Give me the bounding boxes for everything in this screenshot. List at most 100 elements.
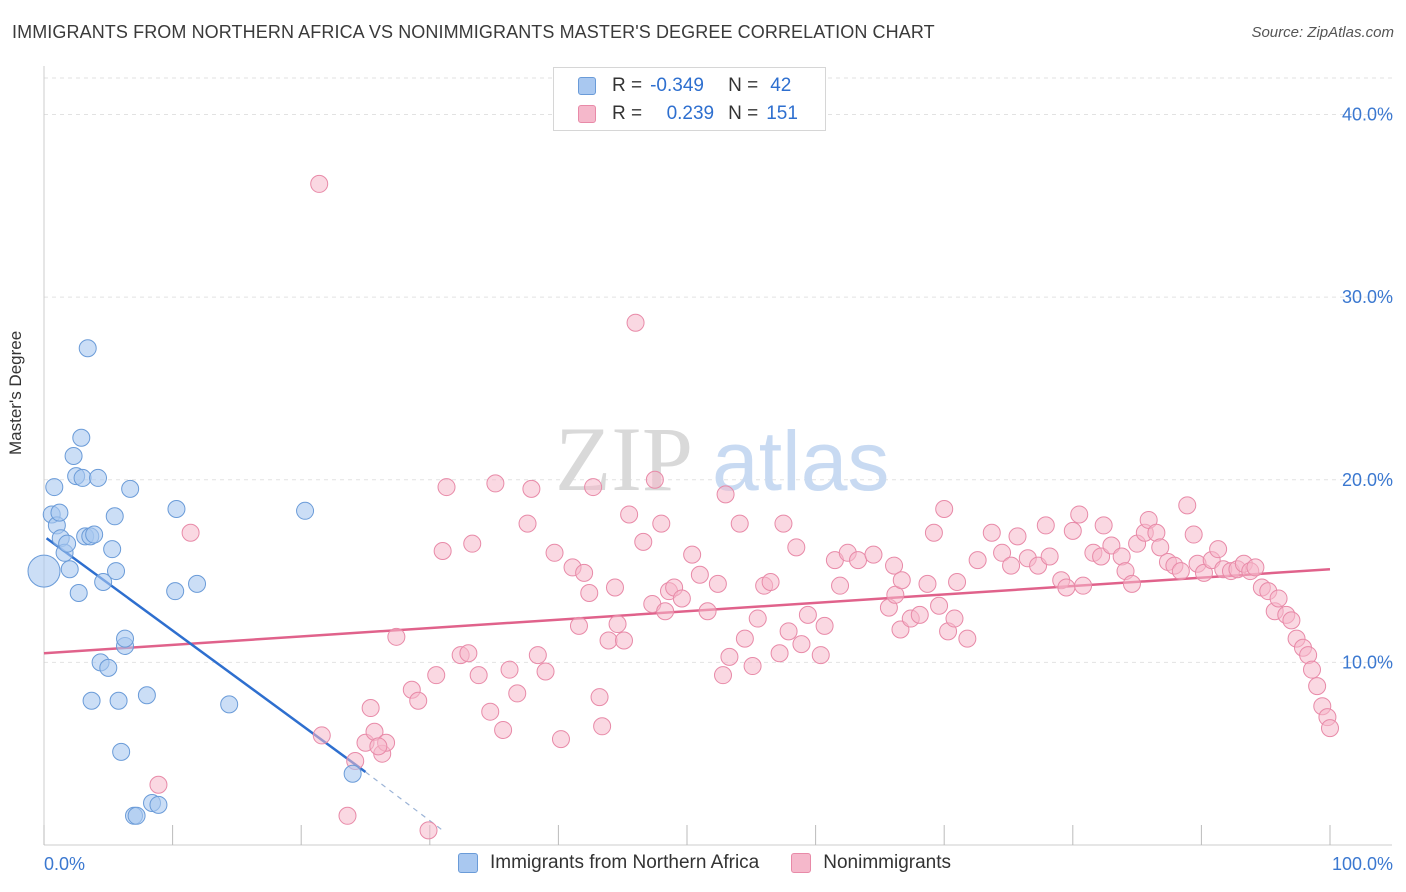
nonimmigrants-point xyxy=(419,821,438,840)
nonimmigrants-point xyxy=(1246,558,1265,577)
y-tick-label: 20.0% xyxy=(1342,470,1393,490)
nonimmigrants-point xyxy=(945,609,964,628)
nonimmigrants-point xyxy=(181,523,200,542)
nonimmigrants-point xyxy=(748,609,767,628)
nonimmigrants-point xyxy=(811,646,830,665)
immigrants-point xyxy=(89,468,108,487)
legend-row-immigrants: R = -0.349 N = 42 xyxy=(578,74,791,98)
nonimmigrants-point xyxy=(656,602,675,621)
nonimmigrants-point xyxy=(427,666,446,685)
nonimmigrants-point xyxy=(486,474,505,493)
immigrants-point xyxy=(220,695,239,714)
immigrants-point xyxy=(109,691,128,710)
nonimmigrants-point xyxy=(545,543,564,562)
nonimmigrants-point xyxy=(437,478,456,497)
nonimmigrants-point xyxy=(885,556,904,575)
nonimmigrants-point xyxy=(1269,589,1288,608)
nonimmigrants-point xyxy=(469,666,488,685)
nonimmigrants-point xyxy=(575,563,594,582)
immigrants-point xyxy=(105,507,124,526)
y-tick-label: 40.0% xyxy=(1342,105,1393,125)
nonimmigrants-point xyxy=(708,574,727,593)
legend-n-value: 151 xyxy=(766,103,798,124)
legend-n-label: N = xyxy=(728,103,759,124)
nonimmigrants-point xyxy=(1008,527,1027,546)
nonimmigrants-point xyxy=(910,605,929,624)
immigrants-point xyxy=(121,479,140,498)
x-tick-label: 100.0% xyxy=(1332,854,1393,874)
nonimmigrants-point xyxy=(149,775,168,794)
nonimmigrants-point xyxy=(730,514,749,533)
series-legend-item-nonimmigrants: Nonimmigrants xyxy=(791,852,951,874)
immigrants-point xyxy=(127,806,146,825)
nonimmigrants-point xyxy=(1209,540,1228,559)
nonimmigrants-point xyxy=(968,551,987,570)
nonimmigrants-point xyxy=(1094,516,1113,535)
nonimmigrants-point xyxy=(626,313,645,332)
nonimmigrants-point xyxy=(459,644,478,663)
immigrants-points xyxy=(27,339,362,825)
nonimmigrants-point xyxy=(580,583,599,602)
immigrants-point xyxy=(149,795,168,814)
nonimmigrants-point xyxy=(614,631,633,650)
legend-r-label: R = xyxy=(612,103,643,124)
nonimmigrants-point xyxy=(761,573,780,592)
nonimmigrants-point xyxy=(924,523,943,542)
correlation-legend: R = -0.349 N = 42 R = 0.239 N = 151 xyxy=(553,67,826,131)
immigrants-point xyxy=(166,582,185,601)
nonimmigrants-point xyxy=(948,573,967,592)
nonimmigrants-point xyxy=(608,615,627,634)
immigrants-point xyxy=(296,501,315,520)
nonimmigrants-point xyxy=(743,657,762,676)
legend-r-value: -0.349 xyxy=(650,75,704,96)
nonimmigrants-point xyxy=(1092,547,1111,566)
immigrants-point xyxy=(188,574,207,593)
nonimmigrants-point xyxy=(409,691,428,710)
series-swatch-blue xyxy=(458,853,478,873)
nonimmigrants-point xyxy=(369,737,388,756)
nonimmigrants-point xyxy=(720,647,739,666)
nonimmigrants-point xyxy=(1040,547,1059,566)
nonimmigrants-point xyxy=(698,602,717,621)
nonimmigrants-trend-line xyxy=(43,567,1331,655)
series-swatch-pink xyxy=(791,853,812,873)
immigrants-point xyxy=(107,562,126,581)
immigrants-point xyxy=(167,499,186,518)
nonimmigrants-point xyxy=(798,605,817,624)
immigrants-point xyxy=(58,534,77,553)
nonimmigrants-point xyxy=(935,499,954,518)
nonimmigrants-point xyxy=(528,646,547,665)
nonimmigrants-point xyxy=(892,571,911,590)
nonimmigrants-point xyxy=(652,514,671,533)
nonimmigrants-point xyxy=(1178,496,1197,515)
nonimmigrants-point xyxy=(1074,576,1093,595)
legend-r-value: 0.239 xyxy=(666,103,715,124)
nonimmigrants-point xyxy=(494,720,513,739)
nonimmigrants-point xyxy=(672,589,691,608)
nonimmigrants-point xyxy=(1002,556,1021,575)
nonimmigrants-point xyxy=(312,726,331,745)
nonimmigrants-point xyxy=(1036,516,1055,535)
immigrants-point xyxy=(45,478,64,497)
nonimmigrants-point xyxy=(1122,574,1141,593)
nonimmigrants-point xyxy=(1302,660,1321,679)
nonimmigrants-point xyxy=(779,622,798,641)
nonimmigrants-point xyxy=(864,545,883,564)
series-legend: Immigrants from Northern Africa Nonimmig… xyxy=(458,852,983,874)
nonimmigrants-point xyxy=(1151,538,1170,557)
series-legend-label: Immigrants from Northern Africa xyxy=(490,852,760,873)
immigrants-point xyxy=(73,468,92,487)
nonimmigrants-point xyxy=(735,629,754,648)
nonimmigrants-point xyxy=(433,541,452,560)
nonimmigrants-point xyxy=(569,616,588,635)
nonimmigrants-point xyxy=(982,523,1001,542)
nonimmigrants-point xyxy=(481,702,500,721)
nonimmigrants-point xyxy=(310,174,329,193)
nonimmigrants-point xyxy=(1282,611,1301,630)
nonimmigrants-point xyxy=(831,576,850,595)
immigrants-trend-extension xyxy=(365,771,444,831)
immigrants-point xyxy=(116,629,135,648)
nonimmigrants-point xyxy=(930,596,949,615)
nonimmigrants-point xyxy=(605,578,624,597)
